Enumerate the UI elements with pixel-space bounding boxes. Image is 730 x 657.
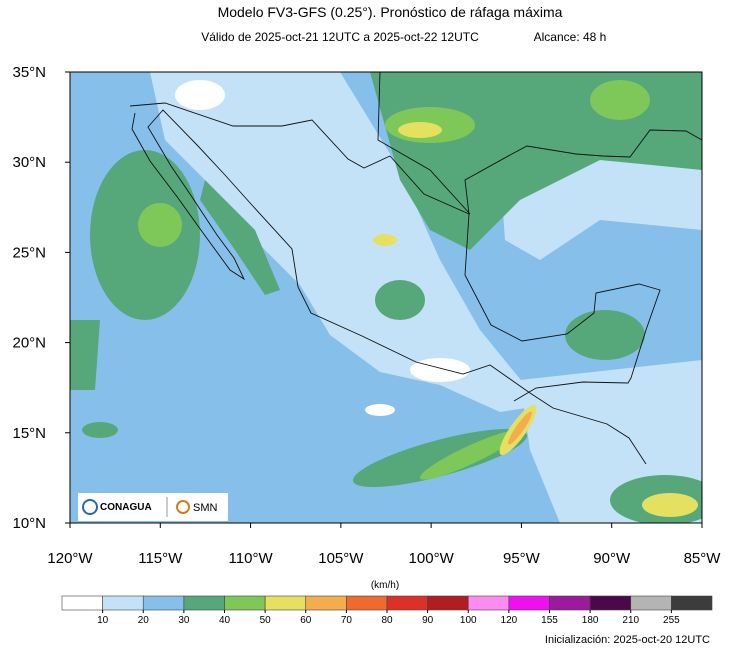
colorbar-swatch xyxy=(467,595,510,611)
field-low xyxy=(150,72,545,412)
field-calm xyxy=(175,80,225,110)
colorbar-swatch xyxy=(264,595,307,611)
colorbar-tick-label: 210 xyxy=(622,615,639,626)
y-tick-label: 15°N xyxy=(12,425,46,442)
colorbar-swatch xyxy=(305,595,347,611)
y-tick-label: 35°N xyxy=(12,64,46,81)
colorbar-tick-label: 40 xyxy=(219,615,231,626)
coastline xyxy=(377,72,471,215)
colorbar-swatch xyxy=(346,595,388,611)
colorbar-tick-label: 155 xyxy=(541,615,558,626)
x-tick-label: 100°W xyxy=(409,550,455,567)
colorbar-swatch xyxy=(427,595,469,611)
colorbar-swatch xyxy=(224,595,266,611)
subtitle: Válido de 2025-oct-21 12UTC a 2025-oct-2… xyxy=(201,30,479,44)
colorbar-unit: (km/h) xyxy=(371,580,399,591)
colorbar-tick-label: 100 xyxy=(460,615,477,626)
x-tick-label: 95°W xyxy=(503,550,541,567)
field-peak xyxy=(373,234,397,246)
logo-background xyxy=(78,493,228,521)
forecast-range: Alcance: 48 h xyxy=(534,30,607,44)
x-tick-label: 90°W xyxy=(593,550,631,567)
wind-field xyxy=(70,72,702,523)
y-tick-label: 30°N xyxy=(12,154,46,171)
map-frame xyxy=(69,71,703,524)
colorbar-swatch xyxy=(589,595,632,611)
coastline xyxy=(464,129,702,215)
coastline xyxy=(129,102,661,402)
y-tick-label: 25°N xyxy=(12,244,46,261)
colorbar-tick-label: 180 xyxy=(582,615,599,626)
logo-box: CONAGUA SMN xyxy=(78,493,228,521)
logo-icon xyxy=(176,500,190,514)
field-peak xyxy=(642,493,698,517)
y-tick-label: 10°N xyxy=(12,515,46,532)
y-tick-label: 20°N xyxy=(12,335,46,352)
field-peak xyxy=(508,411,532,445)
colorbar-swatch xyxy=(142,595,185,611)
logo-text: SMN xyxy=(193,502,218,514)
logo-icon xyxy=(82,499,98,515)
colorbar-tick-label: 90 xyxy=(422,615,434,626)
field-calm xyxy=(365,404,395,416)
field-high xyxy=(590,80,650,120)
colorbar-swatch xyxy=(671,595,713,611)
colorbar-tick-label: 30 xyxy=(178,615,190,626)
field-peak xyxy=(398,122,442,138)
colorbar-swatch xyxy=(102,595,144,611)
colorbar-tick-label: 10 xyxy=(97,615,109,626)
colorbar-tick-label: 255 xyxy=(663,615,680,626)
colorbar-tick-label: 120 xyxy=(501,615,518,626)
colorbar-tick-label: 50 xyxy=(260,615,272,626)
title: Modelo FV3-GFS (0.25°). Pronóstico de rá… xyxy=(218,4,563,20)
colorbar-swatch xyxy=(61,595,103,611)
field-mid xyxy=(200,180,280,295)
field-mid xyxy=(82,422,118,438)
x-tick-label: 120°W xyxy=(47,550,93,567)
x-tick-label: 110°W xyxy=(229,550,274,567)
coastline xyxy=(131,109,647,465)
field-mid xyxy=(565,310,645,360)
field-calm xyxy=(410,358,470,382)
colorbar-swatch xyxy=(508,595,550,611)
colorbar-tick-label: 20 xyxy=(138,615,150,626)
field-mid xyxy=(70,320,100,390)
field-high xyxy=(138,203,182,247)
x-tick-label: 85°W xyxy=(684,550,722,567)
x-tick-label: 115°W xyxy=(138,550,183,567)
field-mid xyxy=(375,280,425,320)
colorbar-swatch xyxy=(183,595,225,611)
colorbar-tick-label: 60 xyxy=(300,615,312,626)
footer: Inicialización: 2025-oct-20 12UTC xyxy=(545,634,710,646)
colorbar-swatch xyxy=(630,595,672,611)
field-high xyxy=(420,430,520,480)
logo-text: CONAGUA xyxy=(100,502,152,513)
colorbar-tick-label: 70 xyxy=(341,615,353,626)
colorbar-swatch xyxy=(549,595,591,611)
colorbar-swatch xyxy=(386,595,428,611)
colorbar-tick-label: 80 xyxy=(381,615,393,626)
x-tick-label: 105°W xyxy=(318,550,364,567)
